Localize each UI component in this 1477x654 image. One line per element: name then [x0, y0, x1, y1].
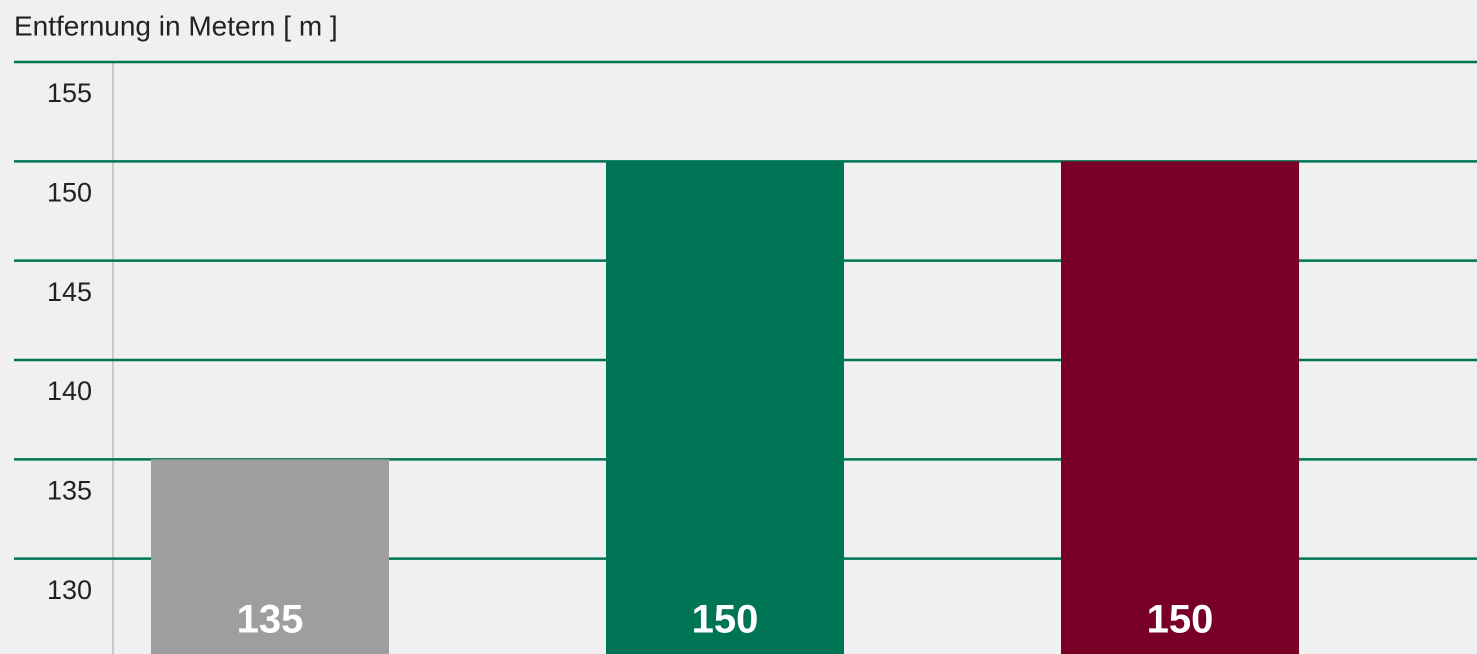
bar	[1061, 161, 1299, 654]
y-tick-label: 140	[47, 376, 92, 406]
y-tick-label: 145	[47, 277, 92, 307]
chart-title: Entfernung in Metern [ m ]	[14, 10, 338, 41]
y-tick-label: 155	[47, 78, 92, 108]
bar	[151, 459, 389, 654]
data-label: 150	[1147, 598, 1214, 642]
y-tick-label: 130	[47, 575, 92, 605]
data-label: 150	[692, 598, 759, 642]
y-tick-label: 135	[47, 475, 92, 505]
y-tick-label: 150	[47, 177, 92, 207]
bar	[606, 161, 844, 654]
data-label: 135	[237, 598, 304, 642]
